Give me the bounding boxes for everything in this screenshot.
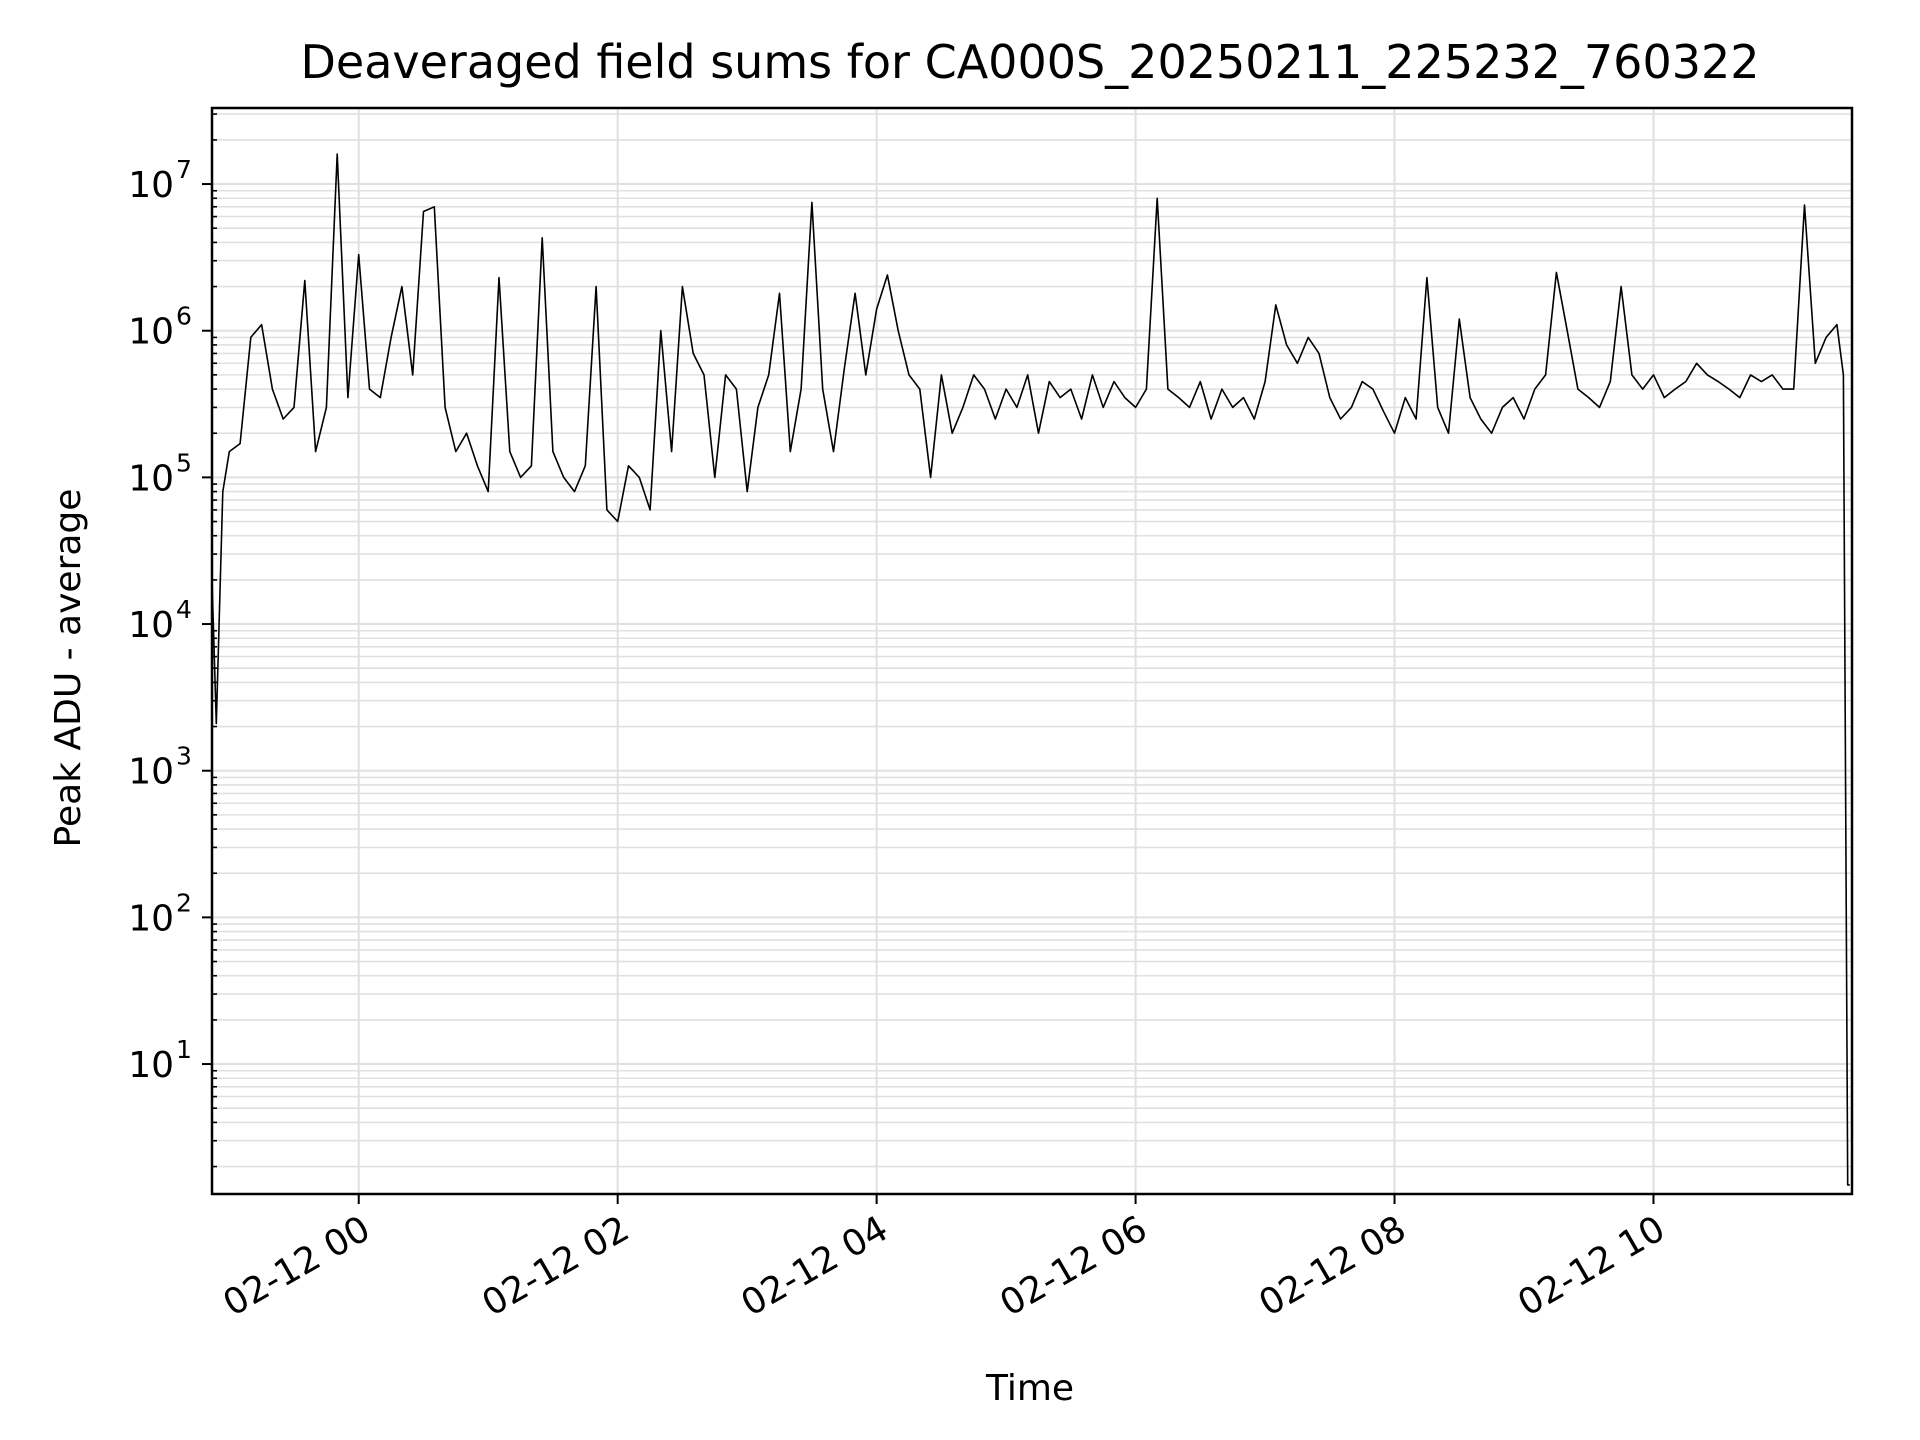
y-tick-label: 10: [128, 312, 174, 353]
plot-frame: [210, 106, 1854, 1196]
y-tick-label: 10: [128, 898, 174, 939]
y-axis-label: Peak ADU - average: [48, 489, 89, 848]
y-tick-base: 10: [128, 752, 174, 793]
x-tick-label: 02-12 10: [1511, 1208, 1672, 1324]
chart-title: Deaveraged field sums for CA000S_2025021…: [300, 35, 1759, 89]
y-tick-base: 10: [128, 898, 174, 939]
x-tick-label: 02-12 04: [734, 1208, 895, 1324]
y-tick-base: 10: [128, 605, 174, 646]
y-tick-base: 10: [128, 458, 174, 499]
y-tick-exponent: 4: [176, 595, 192, 624]
y-tick-label: 10: [128, 752, 174, 793]
x-axis-label: Time: [985, 1368, 1074, 1409]
line-layer: [211, 153, 1850, 1186]
y-tick-label: 10: [128, 605, 174, 646]
y-tick-exponent: 6: [176, 302, 192, 331]
y-tick-label: 10: [128, 165, 174, 206]
x-tick-label: 02-12 02: [476, 1208, 637, 1324]
y-tick-exponent: 5: [176, 448, 192, 477]
y-tick-exponent: 2: [176, 888, 192, 917]
y-tick-exponent: 1: [176, 1035, 192, 1064]
grid-layer: [212, 108, 1852, 1194]
y-tick-base: 10: [128, 312, 174, 353]
x-tick-label: 02-12 00: [217, 1208, 378, 1324]
series-line: [211, 153, 1850, 1186]
y-tick-label: 10: [128, 458, 174, 499]
y-tick-exponent: 3: [176, 742, 192, 771]
y-tick-label: 10: [128, 1045, 174, 1086]
y-tick-exponent: 7: [176, 155, 192, 184]
y-tick-base: 10: [128, 1045, 174, 1086]
x-tick-label: 02-12 06: [993, 1208, 1154, 1324]
y-tick-base: 10: [128, 165, 174, 206]
x-tick-label: 02-12 08: [1252, 1208, 1413, 1324]
